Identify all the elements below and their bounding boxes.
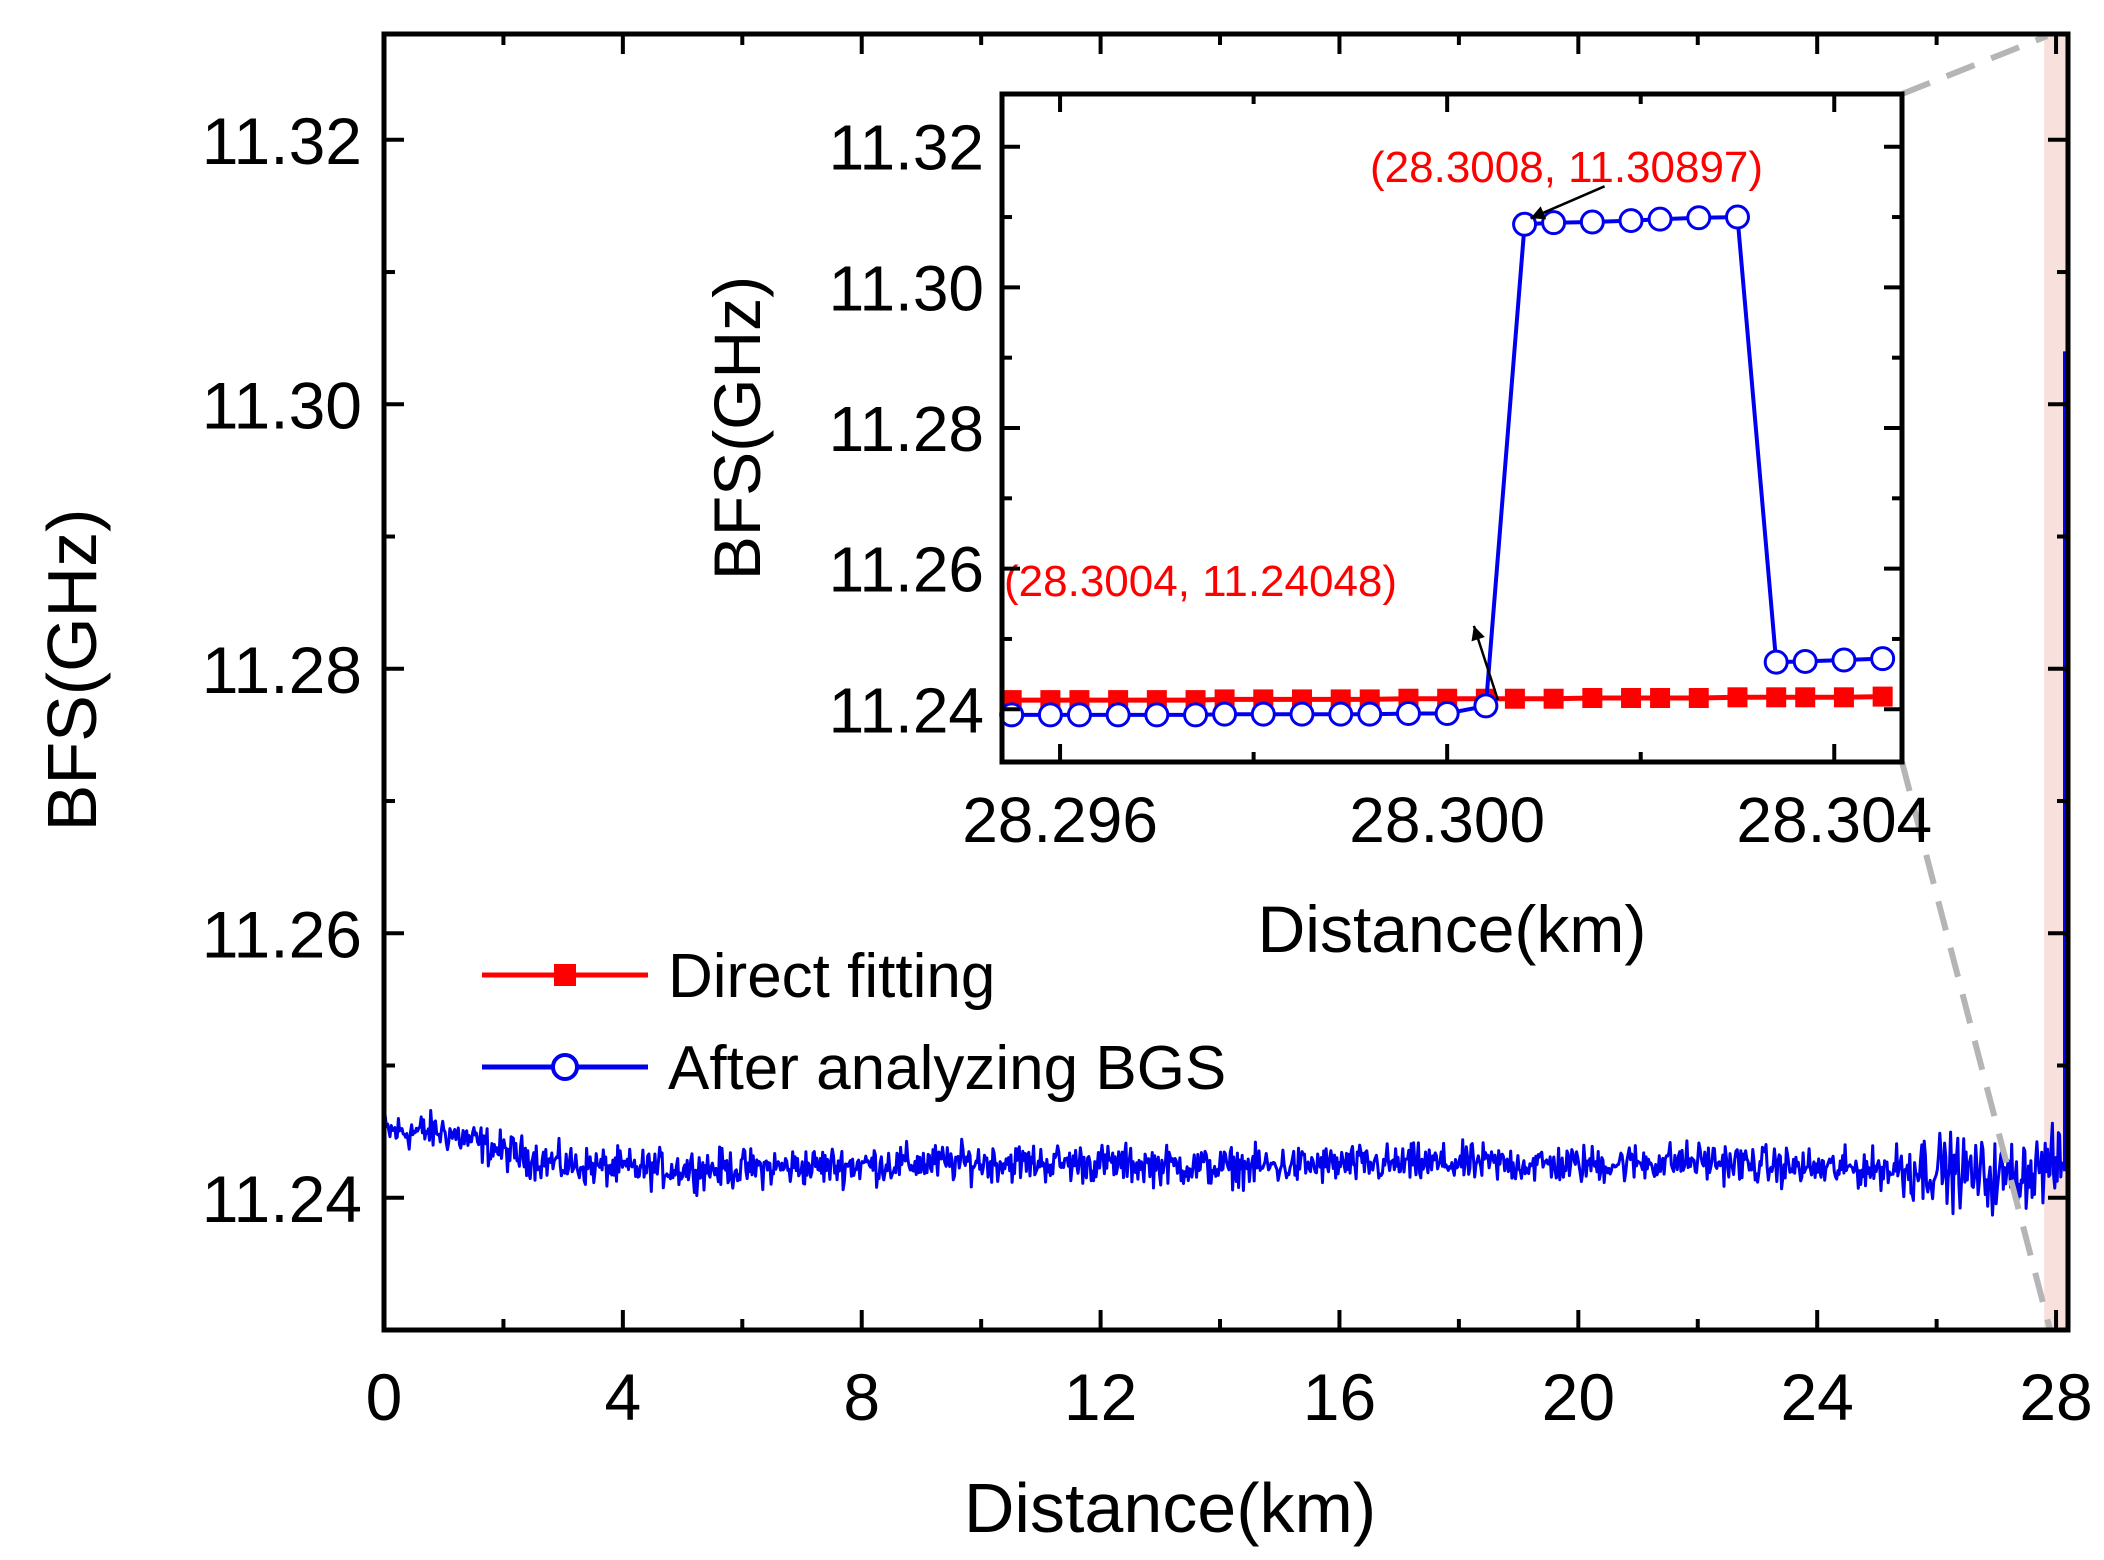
- inset-y-axis-title: BFS(GHz): [700, 276, 774, 580]
- inset-after-bgs-marker: [1037, 702, 1063, 728]
- inset-after-bgs-marker: [1105, 702, 1131, 728]
- annotation-lower: (28.3004, 11.24048): [1004, 557, 1397, 606]
- inset-background: [1002, 94, 1902, 762]
- main-x-tick-label: 16: [1303, 1360, 1376, 1434]
- legend-entry-after-bgs: After analyzing BGS: [482, 1034, 1226, 1103]
- main-x-tick-label: 24: [1780, 1360, 1853, 1434]
- inset-after-bgs-marker: [1541, 210, 1567, 236]
- inset-after-bgs-marker: [1792, 648, 1818, 674]
- inset-after-bgs-marker: [1328, 701, 1354, 727]
- main-x-tick-label: 20: [1542, 1360, 1615, 1434]
- inset-after-bgs-marker: [1724, 204, 1750, 230]
- inset-x-tick-label: 28.296: [962, 784, 1158, 856]
- highlight-band: [2044, 34, 2068, 1330]
- legend-entry-direct-fitting: Direct fitting: [482, 942, 995, 1011]
- inset-after-bgs-marker: [1434, 700, 1460, 726]
- annotation-lower-arrow-head: [1471, 625, 1485, 642]
- zoom-connector-top: [1900, 33, 2049, 97]
- highlight-region: [2044, 34, 2068, 1330]
- legend-label-direct-fitting: Direct fitting: [668, 942, 995, 1011]
- inset-after-bgs-marker: [1357, 701, 1383, 727]
- inset-chart: (28.3008, 11.30897) (28.3004, 11.24048) …: [700, 91, 1932, 966]
- main-y-tick-label: 11.30: [202, 368, 362, 442]
- main-x-tick-label: 0: [366, 1360, 403, 1434]
- main-x-ticks: 0 4 8 12 16 20 24 28: [366, 34, 2093, 1434]
- main-y-tick-label: 11.32: [202, 104, 362, 178]
- annotation-upper-arrow-head: [1530, 206, 1547, 220]
- inset-y-ticks: 11.24 11.26 11.28 11.30 11.32: [829, 112, 1902, 746]
- inset-x-axis-title: Distance(km): [1258, 892, 1647, 966]
- main-frame: [381, 31, 2071, 1333]
- inset-x-ticks: 28.296 28.300 28.304: [962, 94, 1932, 856]
- inset-direct-fitting-marker: [1688, 688, 1709, 709]
- inset-after-bgs-marker: [1870, 646, 1896, 672]
- main-plot-border: [381, 31, 2071, 1333]
- main-x-tick-label: 28: [2019, 1360, 2092, 1434]
- inset-direct-fitting-marker: [1504, 688, 1525, 709]
- inset-after-bgs-marker: [1647, 206, 1673, 232]
- inset-y-tick-label: 11.24: [829, 674, 984, 746]
- inset-direct-fitting-marker: [1543, 688, 1564, 709]
- zoom-connector-bottom: [1899, 761, 2053, 1331]
- inset-after-bgs-marker: [1831, 647, 1857, 673]
- inset-after-bgs-marker: [1289, 701, 1315, 727]
- main-y-ticks: 11.24 11.26 11.28 11.30 11.32: [202, 104, 2068, 1236]
- inset-direct-fitting-marker: [1766, 687, 1787, 708]
- annotation-upper: (28.3008, 11.30897): [1370, 143, 1763, 192]
- legend-label-after-bgs: After analyzing BGS: [668, 1034, 1226, 1103]
- inset-after-bgs-marker: [1144, 702, 1170, 728]
- main-x-tick-label: 12: [1064, 1360, 1137, 1434]
- inset-y-tick-label: 11.30: [829, 252, 984, 324]
- inset-after-bgs-marker: [1579, 209, 1605, 235]
- inset-y-tick-label: 11.26: [829, 534, 984, 606]
- inset-x-tick-label: 28.300: [1349, 784, 1545, 856]
- inset-after-bgs-marker: [1250, 701, 1276, 727]
- main-series-after-bgs: [382, 351, 2068, 1217]
- inset-y-tick-label: 11.28: [829, 393, 984, 465]
- inset-direct-fitting-marker: [1650, 688, 1671, 709]
- legend-marker-filled-square: [554, 964, 576, 986]
- inset-direct-fitting-marker: [1727, 687, 1748, 708]
- main-y-tick-label: 11.24: [202, 1162, 362, 1236]
- legend-marker-open-circle: [551, 1053, 579, 1081]
- inset-direct-fitting-marker: [1795, 687, 1816, 708]
- inset-after-bgs-marker: [1395, 700, 1421, 726]
- main-x-tick-label: 4: [605, 1360, 642, 1434]
- inset-direct-fitting-marker: [1833, 687, 1854, 708]
- main-y-tick-label: 11.26: [202, 897, 362, 971]
- main-x-axis-title: Distance(km): [964, 1469, 1376, 1547]
- main-series-line: [382, 1109, 2064, 1217]
- inset-direct-fitting-marker: [1872, 686, 1893, 707]
- inset-y-tick-label: 11.32: [829, 112, 984, 184]
- main-y-axis-title: BFS(GHz): [33, 509, 111, 832]
- main-x-tick-label: 8: [843, 1360, 880, 1434]
- inset-after-bgs-marker: [1473, 693, 1499, 719]
- zoom-connectors: [1899, 33, 2053, 1331]
- inset-after-bgs-marker: [1212, 701, 1238, 727]
- inset-x-tick-label: 28.304: [1736, 784, 1932, 856]
- inset-after-bgs-marker: [1686, 205, 1712, 231]
- inset-after-bgs-marker: [1183, 702, 1209, 728]
- inset-direct-fitting-marker: [1621, 688, 1642, 709]
- inset-after-bgs-marker: [1618, 208, 1644, 234]
- inset-after-bgs-marker: [1512, 211, 1538, 237]
- main-y-tick-label: 11.28: [202, 633, 362, 707]
- main-chart: 0 4 8 12 16 20 24 28 11.2411.2611.2811.3011.32 …: [33, 31, 2093, 1547]
- inset-annotations: (28.3008, 11.30897) (28.3004, 11.24048): [1004, 143, 1763, 701]
- inset-direct-fitting-marker: [1582, 688, 1603, 709]
- inset-after-bgs-marker: [1763, 649, 1789, 675]
- inset-after-bgs-marker: [1066, 702, 1092, 728]
- legend: Direct fitting After analyzing BGS: [482, 942, 1226, 1103]
